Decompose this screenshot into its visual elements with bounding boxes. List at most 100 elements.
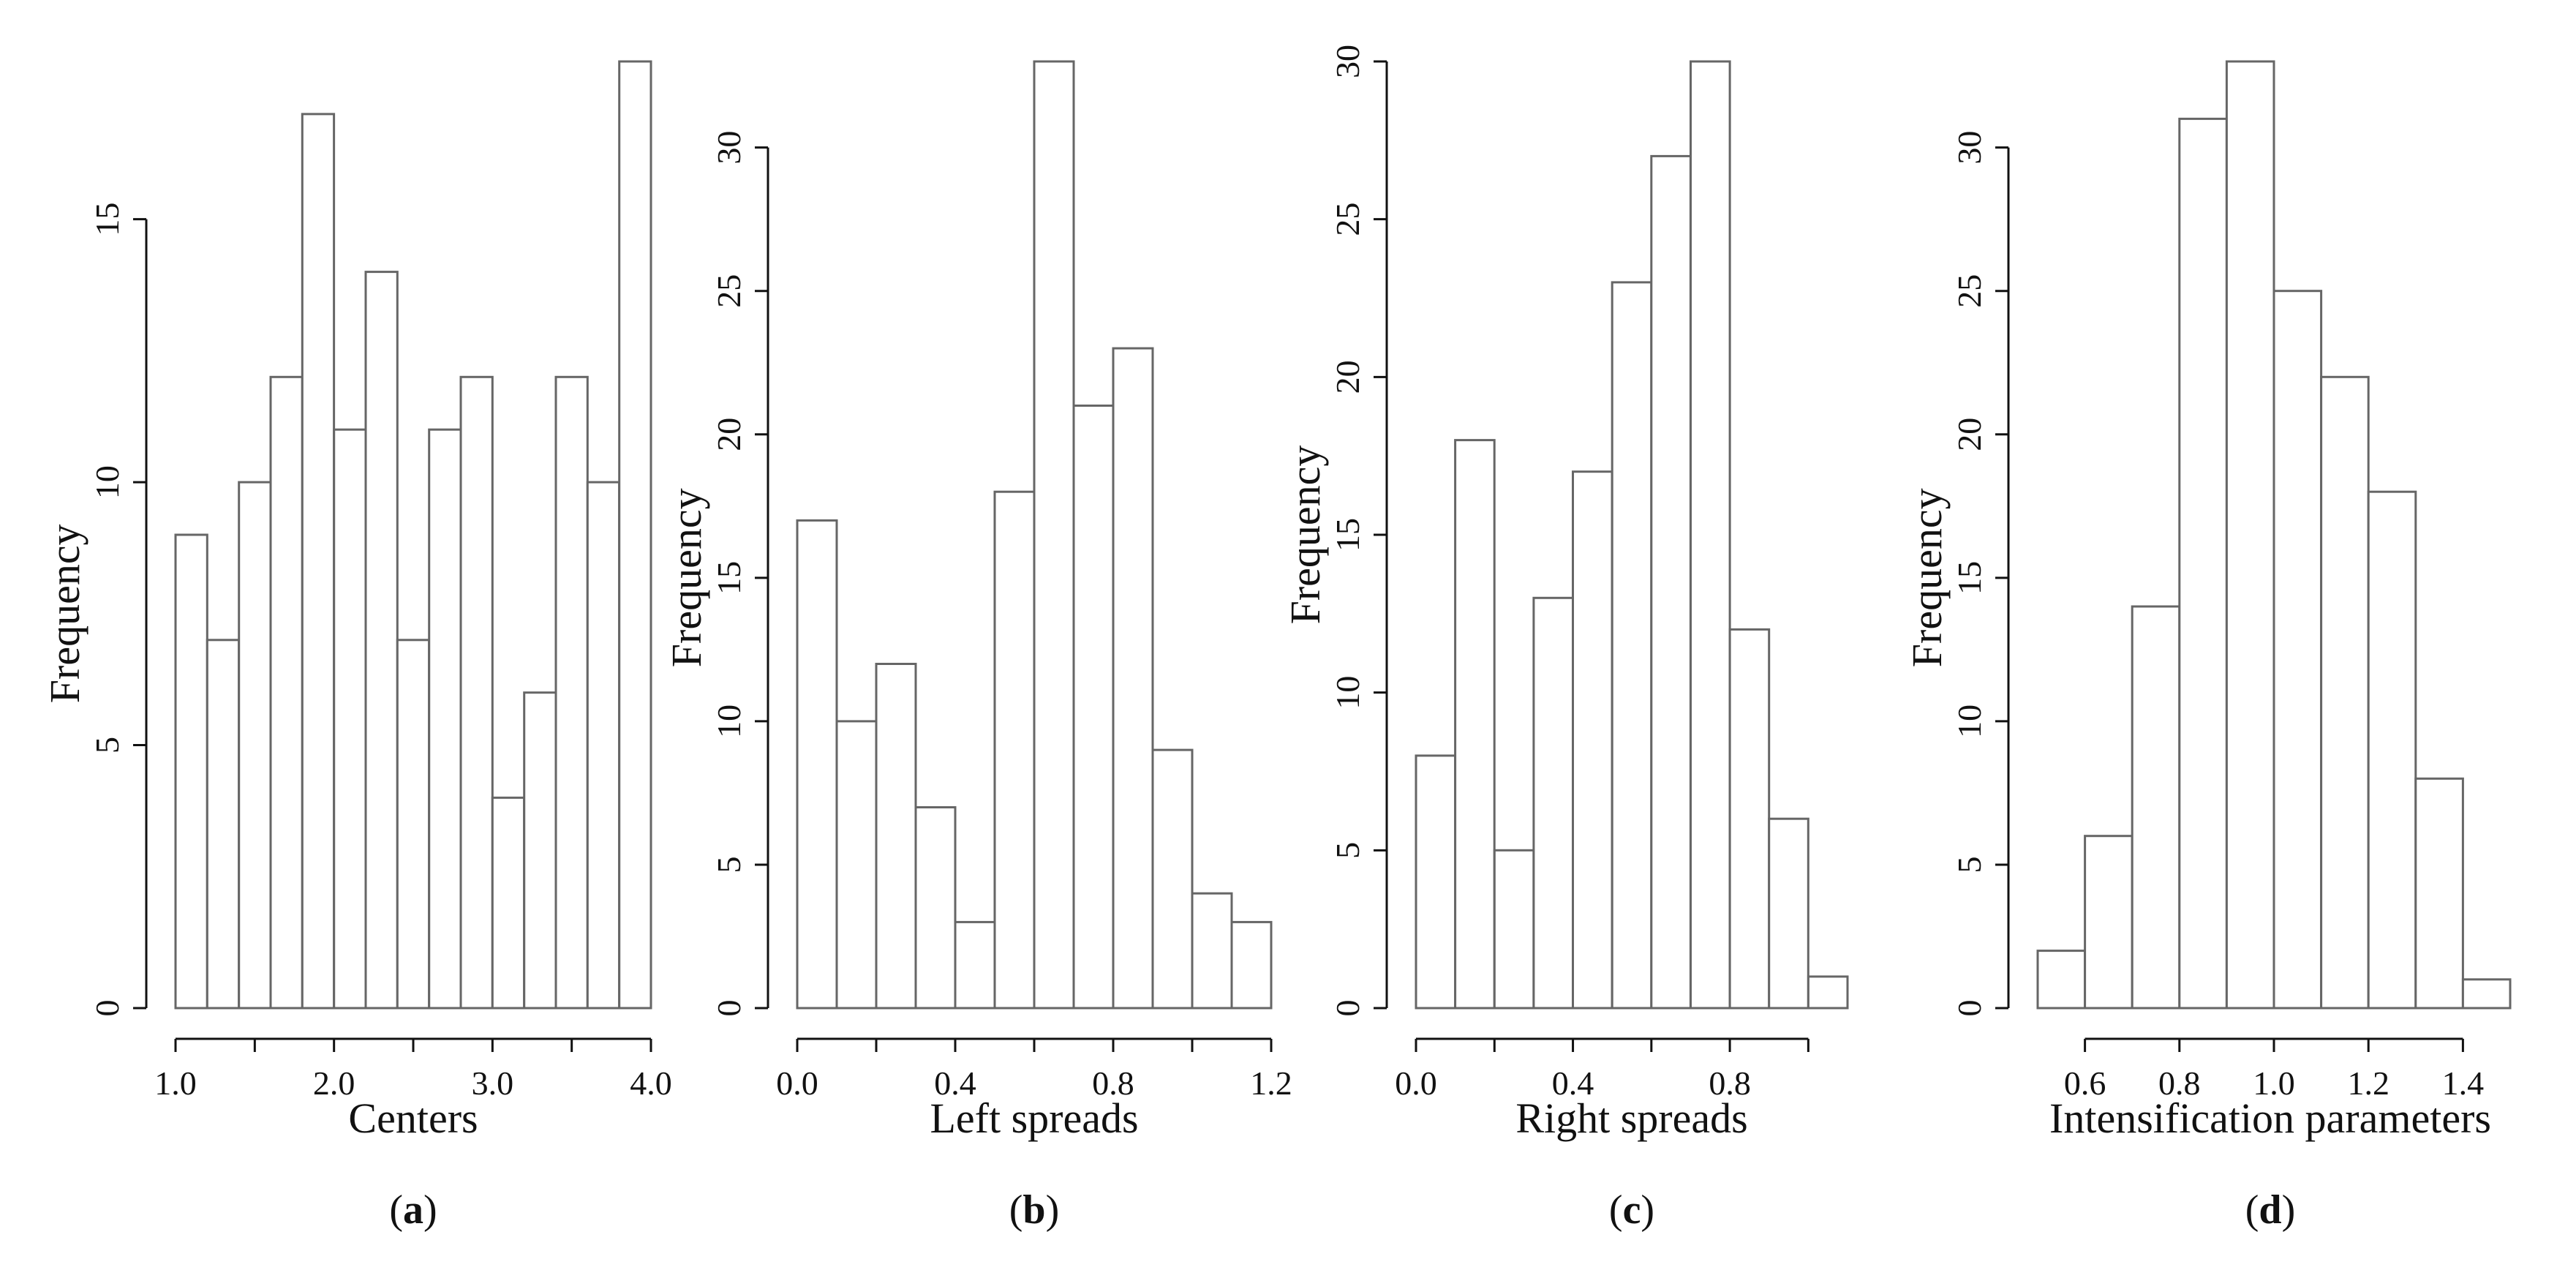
panel-d: 0.6 0.8 1.0 1.2 1.4 0 5 10 15 20 25 30 Intensificati… — [1903, 60, 2512, 1233]
y-tick-label: 20 — [1329, 360, 1366, 394]
bar-b-6 — [1033, 60, 1075, 1010]
x-tick-label: 0.8 — [2158, 1064, 2201, 1102]
x-axis-title: Centers — [348, 1094, 478, 1142]
x-tick-label: 3.0 — [472, 1064, 514, 1102]
bar-b-9 — [1151, 748, 1194, 1010]
y-tick-label: 25 — [1951, 274, 1988, 308]
bar-b-1 — [835, 720, 878, 1010]
y-tick-label: 5 — [88, 737, 126, 754]
panel-label: (a) — [389, 1187, 437, 1233]
panel-label: (b) — [1009, 1187, 1059, 1233]
y-tick-label: 10 — [1329, 676, 1366, 710]
y-tick-label: 0 — [710, 1000, 747, 1017]
bar-c-4 — [1572, 470, 1613, 1010]
bar-d-7 — [2367, 490, 2417, 1010]
bar-a-12 — [554, 375, 589, 1010]
bar-a-3 — [269, 375, 304, 1010]
y-tick-label: 15 — [88, 203, 126, 236]
bar-b-11 — [1230, 920, 1273, 1010]
y-tick-label: 0 — [88, 1000, 126, 1017]
y-tick-label: 0 — [1951, 1000, 1988, 1017]
x-axis-title: Left spreads — [930, 1094, 1138, 1142]
bar-d-0 — [2036, 950, 2087, 1010]
y-tick-label: 20 — [1951, 418, 1988, 451]
bar-a-10 — [491, 796, 526, 1010]
bar-d-4 — [2225, 60, 2275, 1010]
bar-a-2 — [238, 481, 272, 1010]
bar-d-3 — [2178, 117, 2228, 1010]
y-tick-label: 15 — [710, 561, 747, 595]
x-tick-label: 0.4 — [1552, 1064, 1594, 1102]
bar-c-1 — [1454, 439, 1496, 1010]
bar-c-7 — [1690, 60, 1731, 1010]
x-tick-label: 1.0 — [2253, 1064, 2295, 1102]
y-tick-label: 10 — [710, 704, 747, 738]
panel-label: (c) — [1609, 1187, 1654, 1233]
x-tick-label: 0.8 — [1092, 1064, 1134, 1102]
bar-b-7 — [1072, 405, 1115, 1010]
bar-c-8 — [1728, 628, 1771, 1010]
x-tick-label: 0.8 — [1709, 1064, 1751, 1102]
bar-a-1 — [206, 639, 241, 1010]
y-tick-label: 5 — [1951, 856, 1988, 873]
bar-d-8 — [2414, 777, 2464, 1010]
bar-a-7 — [396, 639, 431, 1010]
bar-d-5 — [2272, 290, 2323, 1010]
bar-a-4 — [301, 113, 336, 1010]
y-axis-title: Frequency — [1903, 488, 1951, 667]
bar-d-6 — [2320, 375, 2370, 1010]
y-tick-label: 25 — [710, 274, 747, 308]
x-tick-label: 1.2 — [1250, 1064, 1292, 1102]
x-tick-label: 1.4 — [2442, 1064, 2485, 1102]
x-tick-label: 0.0 — [1395, 1064, 1437, 1102]
bar-c-3 — [1532, 596, 1574, 1010]
x-tick-label: 1.2 — [2347, 1064, 2389, 1102]
x-axis-title: Right spreads — [1515, 1094, 1747, 1142]
bar-a-13 — [586, 481, 621, 1010]
y-tick-label: 5 — [710, 856, 747, 873]
bar-a-11 — [523, 691, 557, 1010]
y-tick-label: 5 — [1329, 842, 1366, 859]
x-tick-label: 1.0 — [154, 1064, 197, 1102]
bar-d-1 — [2084, 835, 2134, 1010]
bar-a-9 — [459, 375, 494, 1010]
bar-a-8 — [428, 428, 462, 1010]
y-axis-title: Frequency — [1281, 446, 1329, 625]
x-tick-label: 0.4 — [934, 1064, 976, 1102]
y-axis-title: Frequency — [663, 488, 710, 667]
bar-d-9 — [2461, 978, 2512, 1010]
x-axis-title: Intensification parameters — [2049, 1094, 2491, 1142]
bar-c-2 — [1493, 849, 1535, 1010]
bar-c-6 — [1650, 154, 1692, 1010]
bar-a-6 — [364, 271, 399, 1010]
y-tick-label: 10 — [88, 465, 126, 499]
y-tick-label: 20 — [710, 418, 747, 451]
panel-c: 0.0 0.4 0.8 0 5 10 15 20 25 30 Right spreads Freque… — [1281, 45, 1849, 1233]
y-axis-title: Frequency — [41, 524, 88, 703]
bar-a-0 — [174, 533, 208, 1010]
bar-d-2 — [2131, 605, 2181, 1010]
x-tick-label: 4.0 — [630, 1064, 672, 1102]
bar-c-10 — [1807, 975, 1849, 1010]
panel-b: 0.0 0.4 0.8 1.2 0 5 10 15 20 25 30 Left spreads Freq… — [663, 60, 1292, 1233]
bar-b-8 — [1112, 347, 1154, 1010]
bar-b-5 — [993, 490, 1036, 1010]
panel-a: 1.0 2.0 3.0 4.0 0 5 10 15 Centers Frequency (a) — [41, 60, 672, 1233]
y-tick-label: 15 — [1951, 561, 1988, 595]
bar-c-5 — [1611, 281, 1653, 1010]
y-tick-label: 30 — [1329, 45, 1366, 78]
bar-b-0 — [796, 519, 838, 1010]
x-tick-label: 2.0 — [313, 1064, 355, 1102]
bar-b-2 — [875, 663, 917, 1010]
panel-label: (d) — [2245, 1187, 2295, 1233]
y-tick-label: 0 — [1329, 1000, 1366, 1017]
y-tick-label: 25 — [1329, 203, 1366, 236]
bar-b-10 — [1191, 892, 1233, 1010]
y-tick-label: 15 — [1329, 518, 1366, 552]
bar-b-4 — [954, 920, 996, 1010]
bar-c-0 — [1415, 754, 1457, 1010]
x-tick-label: 0.6 — [2064, 1064, 2106, 1102]
bar-b-3 — [914, 806, 957, 1010]
bar-c-9 — [1768, 817, 1809, 1010]
